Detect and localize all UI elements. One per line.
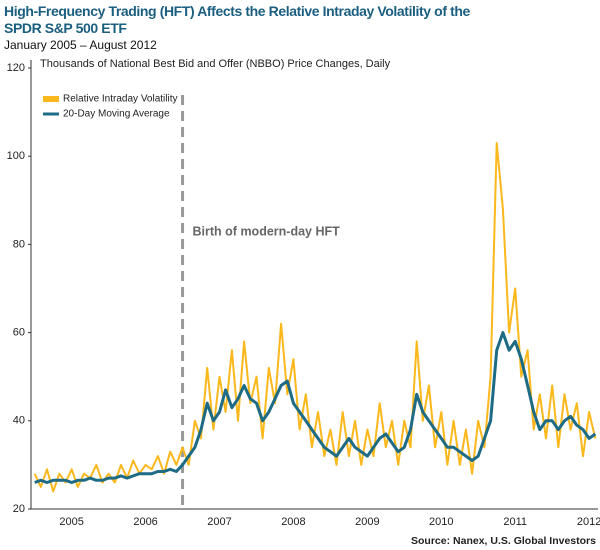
x-tick-label: 2012	[577, 516, 600, 528]
y-axis-title: Thousands of National Best Bid and Offer…	[40, 58, 391, 70]
x-tick-label: 2011	[503, 516, 527, 528]
x-tick-label: 2006	[133, 516, 157, 528]
y-tick-label: 100	[7, 150, 25, 162]
y-tick-label: 20	[13, 503, 25, 515]
legend-label: Relative Intraday Volatility	[63, 94, 178, 105]
legend-swatch	[43, 96, 59, 102]
x-tick-label: 2005	[59, 516, 83, 528]
annotation-label: Birth of modern-day HFT	[193, 224, 341, 238]
x-tick-label: 2010	[429, 516, 453, 528]
legend-swatch	[43, 112, 59, 116]
source-note: Source: Nanex, U.S. Global Investors	[411, 535, 596, 547]
y-tick-label: 40	[13, 415, 25, 427]
series-line	[34, 331, 597, 484]
y-tick-label: 80	[13, 238, 25, 250]
series-line	[33, 142, 597, 493]
chart-title: High-Frequency Trading (HFT) Affects the…	[4, 3, 470, 36]
x-tick-label: 2007	[207, 516, 231, 528]
x-tick-label: 2009	[355, 516, 379, 528]
y-tick-label: 120	[7, 62, 25, 74]
x-tick-label: 2008	[281, 516, 305, 528]
chart-subtitle: January 2005 – August 2012	[4, 38, 157, 52]
legend-label: 20-Day Moving Average	[63, 109, 170, 120]
y-tick-label: 60	[13, 327, 25, 339]
